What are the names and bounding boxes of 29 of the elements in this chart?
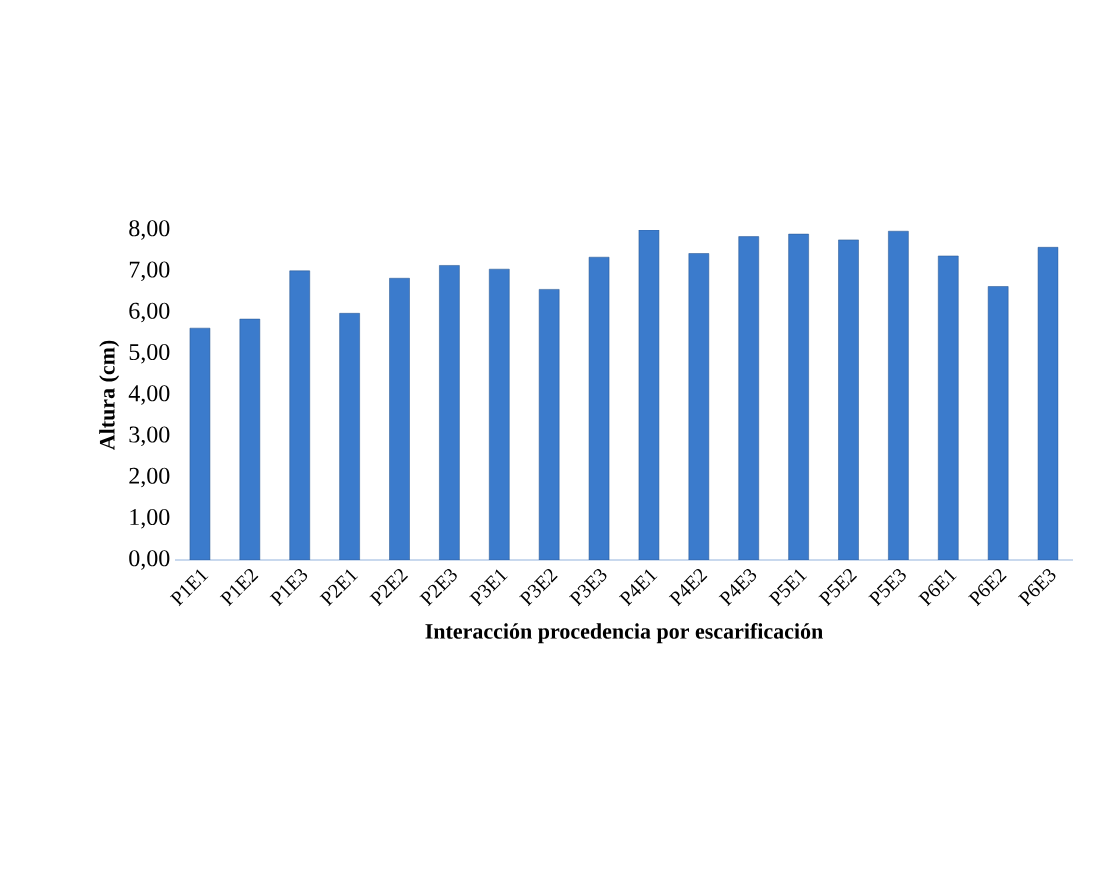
bar <box>838 239 859 560</box>
bar <box>339 313 360 560</box>
bar <box>289 270 310 560</box>
bar <box>638 230 660 560</box>
bar <box>987 286 1009 560</box>
bar <box>588 256 610 560</box>
bar <box>538 289 560 560</box>
bar <box>389 277 410 560</box>
bar <box>439 265 460 560</box>
bar <box>788 233 809 560</box>
y-tick-label: 2,00 <box>129 467 170 488</box>
bar <box>1037 247 1059 560</box>
x-axis-title: Interacción procedencia por escarificación <box>425 623 823 644</box>
y-tick-label: 3,00 <box>129 426 170 447</box>
bar <box>688 253 710 560</box>
y-tick-label: 8,00 <box>129 220 170 240</box>
bar <box>888 230 909 560</box>
bar <box>189 327 211 560</box>
y-tick-label: 7,00 <box>129 261 170 282</box>
y-tick-label: 4,00 <box>128 385 170 405</box>
bar <box>239 318 261 560</box>
y-tick-label: 5,00 <box>129 343 170 364</box>
bar <box>938 255 959 560</box>
y-tick-label: 0,00 <box>129 550 170 570</box>
bar <box>738 236 759 560</box>
y-tick-label: 6,00 <box>129 302 170 323</box>
y-tick-label: 1,00 <box>130 508 170 529</box>
y-axis-title: Altura (cm) <box>99 340 120 451</box>
bar <box>489 268 510 560</box>
